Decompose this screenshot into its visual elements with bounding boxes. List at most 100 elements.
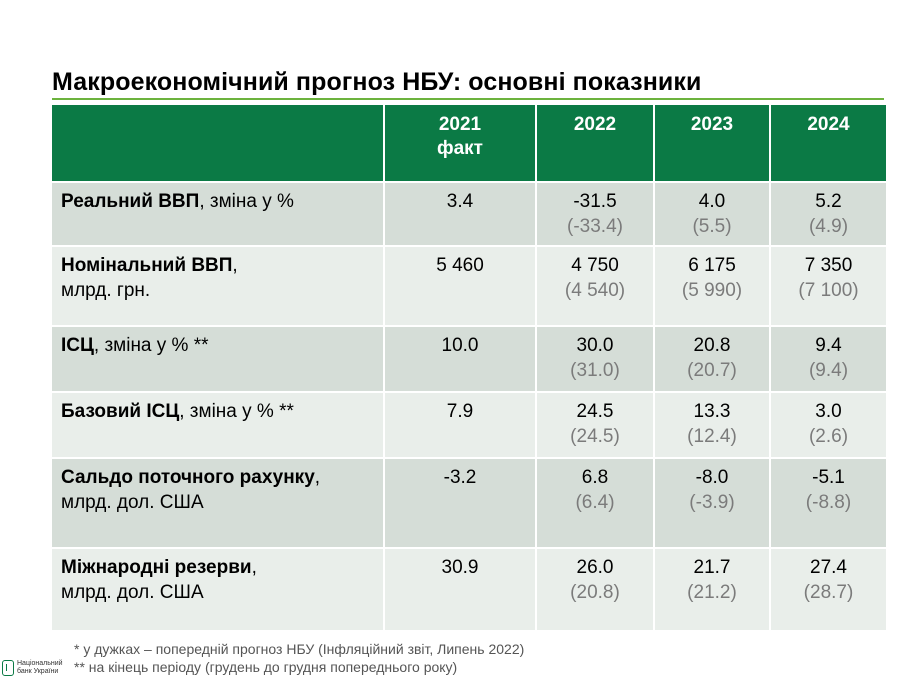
value-cell: 9.4 (9.4) [769, 325, 886, 392]
value-cell: 7.9 [383, 391, 536, 458]
previous-forecast-value: (20.7) [687, 360, 737, 381]
value-cell: -31.5 (-33.4) [535, 181, 654, 246]
header-year-2024: 2024 [769, 105, 886, 182]
value-cell: 21.7 (21.2) [653, 547, 770, 630]
table-header-row: 2021 факт 2022 2023 2024 [52, 105, 886, 182]
previous-forecast-value: (5.5) [692, 216, 732, 237]
previous-forecast-value: (24.5) [570, 426, 620, 447]
previous-forecast-value: (12.4) [687, 426, 737, 447]
previous-forecast-value: (4 540) [564, 280, 626, 301]
previous-forecast-value: (21.2) [687, 582, 737, 603]
header-indicator-cell [52, 105, 384, 182]
value-cell: 6 175 (5 990) [653, 245, 770, 326]
indicator-name: Реальний ВВП [61, 191, 200, 212]
table-row: Сальдо поточного рахунку, млрд. дол. США -… [52, 457, 886, 548]
indicator-unit: , зміна у % ** [93, 335, 209, 356]
value-cell: 20.8 (20.7) [653, 325, 770, 392]
previous-forecast-value: (31.0) [570, 360, 620, 381]
forecast-value: 5 460 [436, 255, 484, 276]
previous-forecast-value: (4.9) [808, 216, 849, 237]
footnotes: * у дужках – попередній прогноз НБУ (Інф… [74, 640, 524, 676]
value-cell: 7 350 (7 100) [769, 245, 886, 326]
value-cell: 3.0 (2.6) [769, 391, 886, 458]
value-cell: 6.8 (6.4) [535, 457, 654, 548]
nbu-logo-icon [2, 660, 14, 676]
previous-forecast-value: (2.6) [808, 426, 849, 447]
table-row: Номінальний ВВП, млрд. грн. 5 460 4 750 (4 5… [52, 245, 886, 326]
previous-forecast-value: (28.7) [803, 582, 854, 603]
forecast-value: 3.4 [446, 191, 474, 212]
forecast-value: 13.3 [693, 401, 731, 422]
indicator-label: Сальдо поточного рахунку, млрд. дол. США [52, 457, 384, 548]
forecast-value: 21.7 [693, 557, 731, 578]
indicator-unit-line2: млрд. дол. США [61, 582, 204, 603]
previous-forecast-value: (7 100) [798, 280, 859, 301]
forecast-value: 3.0 [815, 401, 842, 422]
nbu-logo: Національний банк України [2, 660, 63, 676]
forecast-value: 4.0 [698, 191, 726, 212]
forecast-value: 26.0 [576, 557, 614, 578]
value-cell: 4 750 (4 540) [535, 245, 654, 326]
logo-line-1: Національний [17, 660, 63, 667]
previous-forecast-value: (6.4) [575, 492, 615, 513]
indicator-unit-line2: млрд. дол. США [61, 492, 204, 513]
indicator-name: Сальдо поточного рахунку [61, 467, 315, 488]
value-cell: 5 460 [383, 245, 536, 326]
previous-forecast-value: (5 990) [681, 280, 743, 301]
indicator-label: Міжнародні резерви, млрд. дол. США [52, 547, 384, 630]
value-cell: 30.0 (31.0) [535, 325, 654, 392]
value-cell: 13.3 (12.4) [653, 391, 770, 458]
table-row: ІСЦ, зміна у % ** 10.0 30.0 (31.0) 20.8 (20.7… [52, 325, 886, 392]
forecast-value: 9.4 [815, 335, 842, 356]
indicator-label: Реальний ВВП, зміна у % [52, 181, 384, 246]
indicator-unit: , [232, 255, 238, 276]
forecast-value: -31.5 [573, 191, 617, 212]
previous-forecast-value: (-3.9) [689, 492, 735, 513]
forecast-value: 5.2 [815, 191, 842, 212]
value-cell: 30.9 [383, 547, 536, 630]
previous-forecast-value: (9.4) [808, 360, 849, 381]
previous-forecast-value: (20.8) [570, 582, 620, 603]
logo-line-2: банк України [17, 668, 59, 675]
forecast-value: 4 750 [571, 255, 619, 276]
indicator-unit-line2: млрд. грн. [61, 280, 151, 301]
forecast-value: 30.9 [441, 557, 479, 578]
indicator-unit: , [314, 467, 321, 488]
page-title: Макроекономічний прогноз НБУ: основні по… [52, 68, 702, 96]
value-cell: -3.2 [383, 457, 536, 548]
value-cell: -5.1 (-8.8) [769, 457, 886, 548]
value-cell: -8.0 (-3.9) [653, 457, 770, 548]
footnote-previous-forecast: * у дужках – попередній прогноз НБУ (Інф… [74, 641, 525, 657]
forecast-value: -3.2 [443, 467, 477, 488]
indicator-name: Базовий ІСЦ [61, 401, 180, 422]
forecast-value: 6.8 [581, 467, 609, 488]
table-row: Реальний ВВП, зміна у % 3.4 -31.5 (-33.4) 4.… [52, 181, 886, 246]
value-cell: 27.4 (28.7) [769, 547, 886, 630]
indicator-unit: , зміна у % ** [179, 401, 294, 422]
indicator-name: ІСЦ [61, 335, 94, 356]
previous-forecast-value: (-8.8) [805, 492, 852, 513]
title-underline [52, 98, 884, 100]
value-cell: 5.2 (4.9) [769, 181, 886, 246]
indicator-label: ІСЦ, зміна у % ** [52, 325, 384, 392]
forecast-value: 7.9 [446, 401, 474, 422]
forecast-value: 24.5 [576, 401, 614, 422]
value-cell: 10.0 [383, 325, 536, 392]
header-year-2021: 2021 факт [383, 105, 536, 182]
forecast-value: 30.0 [576, 335, 614, 356]
forecast-value: 20.8 [693, 335, 731, 356]
forecast-value: 27.4 [810, 557, 847, 578]
table-row: Міжнародні резерви, млрд. дол. США 30.9 26.… [52, 547, 886, 630]
value-cell: 24.5 (24.5) [535, 391, 654, 458]
forecast-value: 10.0 [441, 335, 479, 356]
header-year-2023: 2023 [653, 105, 770, 182]
table-row: Базовий ІСЦ, зміна у % ** 7.9 24.5 (24.5) 13… [52, 391, 886, 458]
previous-forecast-value: (-33.4) [567, 216, 623, 237]
forecast-value: -5.1 [812, 467, 845, 488]
value-cell: 3.4 [383, 181, 536, 246]
indicator-name: Номінальний ВВП [61, 255, 233, 276]
indicator-name: Міжнародні резерви [61, 557, 252, 578]
value-cell: 4.0 (5.5) [653, 181, 770, 246]
footnote-end-of-period: ** на кінець періоду (грудень до грудня … [74, 659, 458, 675]
header-year-2022: 2022 [535, 105, 654, 182]
